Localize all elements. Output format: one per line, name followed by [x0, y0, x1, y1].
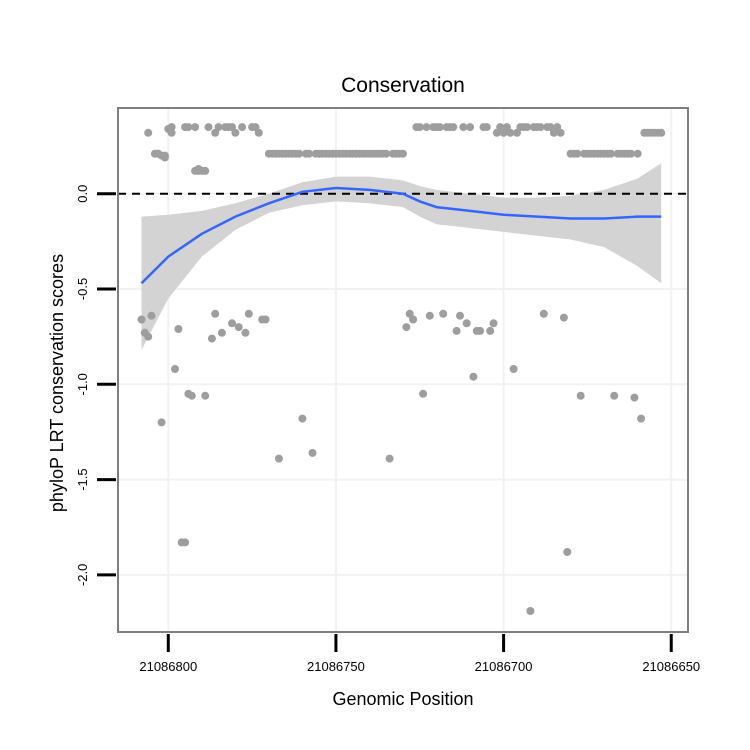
- data-point: [295, 149, 304, 158]
- y-axis-label: phyloP LRT conservation scores: [47, 254, 67, 512]
- data-point: [305, 149, 314, 158]
- data-point: [449, 123, 458, 132]
- data-point: [630, 393, 639, 402]
- data-point: [486, 326, 495, 335]
- x-tick-label: 21086650: [642, 659, 700, 674]
- data-point: [207, 334, 216, 343]
- data-point: [439, 309, 448, 318]
- data-point: [476, 326, 485, 335]
- data-point: [573, 149, 582, 158]
- data-point: [409, 315, 418, 324]
- confidence-band-layer: [141, 163, 662, 350]
- data-point: [489, 319, 498, 328]
- y-tick-label: 0.0: [75, 185, 90, 203]
- data-point: [627, 149, 635, 158]
- data-point: [137, 315, 146, 324]
- data-point: [469, 372, 478, 381]
- data-point: [171, 365, 179, 373]
- data-point: [160, 151, 169, 160]
- data-point: [217, 328, 226, 337]
- data-point: [523, 123, 532, 132]
- data-point: [606, 149, 615, 158]
- data-point: [402, 323, 411, 332]
- y-axis: 0.0 -0.5 -1.0 -1.5 -2.0: [75, 185, 116, 586]
- data-point: [201, 166, 210, 175]
- x-tick-label: 21086700: [475, 659, 533, 674]
- data-point: [238, 123, 247, 132]
- smooth-line-layer: [140, 186, 662, 285]
- data-point: [425, 311, 434, 320]
- data-point: [254, 128, 263, 137]
- data-point: [452, 326, 461, 335]
- data-point: [211, 309, 220, 318]
- smooth-line: [140, 186, 662, 285]
- data-point: [385, 454, 394, 463]
- data-point: [174, 325, 183, 333]
- x-axis-label: Genomic Position: [332, 689, 473, 709]
- data-point: [261, 315, 270, 324]
- data-point: [456, 311, 464, 320]
- data-point: [610, 391, 619, 400]
- data-point: [506, 128, 515, 137]
- data-point: [539, 309, 548, 318]
- data-point: [633, 149, 642, 158]
- data-point: [637, 414, 646, 423]
- data-point: [204, 123, 213, 132]
- y-tick-label: -1.0: [75, 373, 90, 395]
- data-point: [556, 128, 565, 137]
- y-tick-label: -2.0: [75, 564, 90, 586]
- data-point: [144, 332, 153, 341]
- data-point: [228, 319, 236, 328]
- x-axis: 21086800 21086750 21086700 21086650: [139, 634, 700, 674]
- data-point: [382, 149, 391, 158]
- data-points: [137, 123, 666, 615]
- x-tick-label: 21086800: [139, 659, 197, 674]
- data-point: [509, 365, 518, 373]
- data-point: [144, 128, 153, 137]
- data-point: [435, 123, 444, 132]
- data-point: [147, 311, 156, 320]
- chart-title: Conservation: [341, 74, 465, 97]
- data-point: [214, 123, 223, 132]
- data-point: [459, 123, 468, 132]
- data-point: [563, 548, 572, 556]
- data-point: [231, 128, 240, 137]
- data-point: [201, 391, 210, 400]
- data-point: [482, 123, 491, 132]
- data-point: [157, 418, 166, 427]
- data-point: [308, 448, 317, 457]
- data-point: [187, 391, 196, 400]
- data-point: [244, 309, 253, 318]
- data-point: [234, 323, 243, 332]
- data-point: [559, 313, 568, 322]
- x-tick-label: 21086750: [307, 659, 365, 674]
- data-point: [181, 538, 190, 547]
- data-point: [167, 123, 176, 132]
- y-tick-label: -0.5: [75, 278, 90, 300]
- data-point: [184, 123, 193, 132]
- data-point: [191, 123, 200, 132]
- data-point: [415, 123, 424, 132]
- data-point: [422, 123, 431, 132]
- y-tick-label: -1.5: [75, 468, 90, 490]
- data-point: [274, 454, 283, 463]
- panel-border: [117, 107, 689, 633]
- confidence-band: [141, 163, 662, 350]
- data-point: [419, 389, 428, 398]
- data-point: [576, 391, 585, 400]
- data-point: [298, 414, 307, 423]
- data-point: [241, 328, 250, 337]
- data-point: [167, 128, 176, 137]
- data-point: [462, 319, 471, 328]
- data-point: [526, 607, 535, 615]
- data-point: [466, 123, 475, 132]
- data-point: [657, 128, 666, 137]
- data-point: [536, 123, 545, 132]
- data-point: [399, 149, 407, 158]
